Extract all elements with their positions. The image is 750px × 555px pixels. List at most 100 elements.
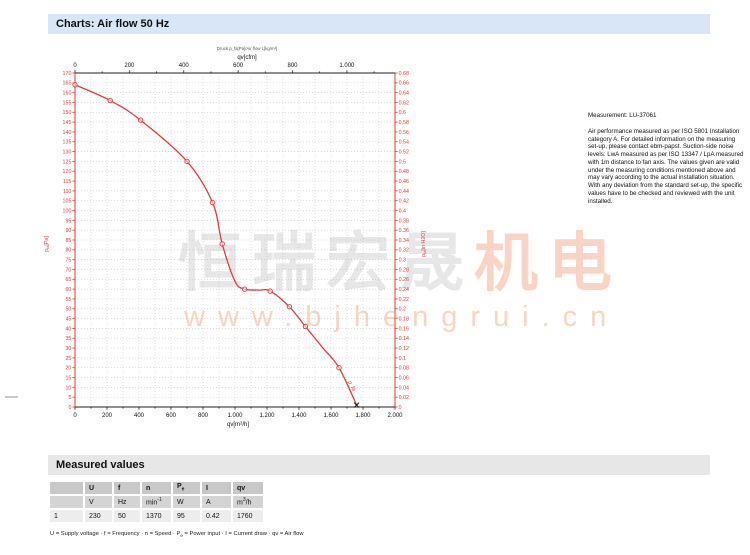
svg-text:1.400: 1.400 (291, 413, 307, 419)
table-legend: U = Supply voltage · f = Frequency · n =… (50, 531, 304, 539)
unit-frequency: Hz (114, 496, 140, 508)
svg-text:0.42: 0.42 (399, 199, 409, 205)
svg-text:20: 20 (65, 366, 71, 372)
svg-text:145: 145 (63, 120, 72, 126)
svg-text:qv[m3/h]: qv[m3/h] (227, 420, 249, 428)
svg-text:0.58: 0.58 (399, 120, 409, 126)
svg-text:45: 45 (65, 316, 71, 322)
table-header-row: U f n Pe I qv (50, 482, 263, 494)
header-current: I (202, 482, 231, 494)
svg-text:80: 80 (65, 248, 71, 254)
svg-text:120: 120 (63, 169, 72, 175)
value-speed: 1370 (142, 510, 171, 522)
unit-airflow: m3/h (233, 496, 263, 508)
header-frequency: f (114, 482, 140, 494)
svg-text:0.4: 0.4 (399, 208, 406, 214)
svg-text:1.000: 1.000 (339, 63, 355, 69)
svg-text:0: 0 (68, 405, 71, 411)
svg-text:0.28: 0.28 (399, 267, 409, 273)
svg-text:100: 100 (63, 208, 72, 214)
svg-text:0.24: 0.24 (399, 287, 409, 293)
charts-section-title: Charts: Air flow 50 Hz (56, 18, 170, 30)
header-speed: n (142, 482, 171, 494)
svg-text:0.62: 0.62 (399, 100, 409, 106)
svg-text:Druck p_fa[Pa]/Air flow L[kg/m: Druck p_fa[Pa]/Air flow L[kg/m³] (217, 46, 277, 51)
svg-text:0.06: 0.06 (399, 375, 409, 381)
svg-text:0.1: 0.1 (399, 356, 406, 362)
svg-text:0.14: 0.14 (399, 336, 409, 342)
measured-values-section-bar: Measured values (48, 455, 710, 475)
value-airflow: 1760 (233, 510, 263, 522)
svg-text:800: 800 (198, 413, 209, 419)
svg-text:400: 400 (179, 63, 190, 69)
svg-text:70: 70 (65, 267, 71, 273)
svg-text:0.38: 0.38 (399, 218, 409, 224)
svg-text:0.46: 0.46 (399, 179, 409, 185)
svg-text:60: 60 (65, 287, 71, 293)
header-voltage: U (85, 482, 112, 494)
value-voltage: 230 (85, 510, 112, 522)
svg-text:p_fa: p_fa (346, 379, 357, 392)
charts-section-bar: Charts: Air flow 50 Hz (48, 14, 710, 34)
svg-text:0.68: 0.68 (399, 71, 409, 77)
svg-text:0: 0 (73, 413, 77, 419)
svg-text:150: 150 (63, 110, 72, 116)
svg-text:200: 200 (102, 413, 113, 419)
svg-text:0.08: 0.08 (399, 366, 409, 372)
svg-text:2.000: 2.000 (387, 413, 403, 419)
svg-text:5: 5 (68, 395, 71, 401)
svg-text:125: 125 (63, 159, 72, 165)
svg-text:25: 25 (65, 356, 71, 362)
row-index: 1 (50, 510, 83, 522)
header-blank (50, 482, 83, 494)
airflow-performance-chart: 0 5 10 15 20 25 30 35 40 45 50 55 60 65 70 75 80 85 90 95 10… (44, 46, 427, 428)
svg-text:0: 0 (73, 63, 77, 69)
svg-text:160: 160 (63, 91, 72, 97)
svg-text:0.52: 0.52 (399, 149, 409, 155)
svg-text:0.16: 0.16 (399, 326, 409, 332)
table-units-row: V Hz min-1 W A m3/h (50, 496, 263, 508)
measurement-notes: Measurement: LU-37061 Air performance me… (588, 112, 745, 205)
svg-text:600: 600 (233, 63, 244, 69)
svg-text:200: 200 (124, 63, 135, 69)
svg-text:170: 170 (63, 71, 72, 77)
svg-text:1.000: 1.000 (227, 413, 243, 419)
svg-text:85: 85 (65, 238, 71, 244)
svg-text:110: 110 (63, 189, 71, 195)
svg-text:130: 130 (63, 149, 72, 155)
unit-voltage: V (85, 496, 112, 508)
measurement-id: Measurement: LU-37061 (588, 112, 657, 119)
measured-values-table: U f n Pe I qv V Hz min-1 W A m3/h 1 230 … (48, 480, 265, 524)
svg-text:165: 165 (63, 81, 72, 87)
svg-text:65: 65 (65, 277, 71, 283)
svg-text:0.56: 0.56 (399, 130, 409, 136)
svg-text:0.54: 0.54 (399, 140, 409, 146)
svg-text:1.800: 1.800 (355, 413, 371, 419)
svg-text:0.66: 0.66 (399, 81, 409, 87)
unit-blank (50, 496, 83, 508)
svg-text:30: 30 (65, 346, 71, 352)
svg-text:140: 140 (63, 130, 72, 136)
svg-text:15: 15 (65, 375, 71, 381)
svg-text:95: 95 (65, 218, 71, 224)
svg-text:135: 135 (63, 140, 72, 146)
svg-text:0.32: 0.32 (399, 248, 409, 254)
measurement-body-text: Air performance measured as per ISO 5801… (588, 127, 744, 205)
value-frequency: 50 (114, 510, 140, 522)
svg-text:0.64: 0.64 (399, 91, 409, 97)
unit-speed: min-1 (142, 496, 171, 508)
svg-text:0.04: 0.04 (399, 385, 409, 391)
value-power: 95 (173, 510, 200, 522)
svg-text:155: 155 (63, 100, 72, 106)
svg-text:115: 115 (63, 179, 71, 185)
svg-text:pfa[Pa]: pfa[Pa] (44, 236, 50, 252)
svg-text:pfa[in H2O]: pfa[in H2O] (421, 231, 427, 257)
svg-text:40: 40 (65, 326, 71, 332)
svg-text:35: 35 (65, 336, 71, 342)
svg-text:0: 0 (399, 405, 402, 411)
measured-values-title: Measured values (56, 459, 145, 471)
svg-text:0.6: 0.6 (399, 110, 406, 116)
svg-text:800: 800 (287, 63, 298, 69)
svg-text:1.600: 1.600 (323, 413, 339, 419)
